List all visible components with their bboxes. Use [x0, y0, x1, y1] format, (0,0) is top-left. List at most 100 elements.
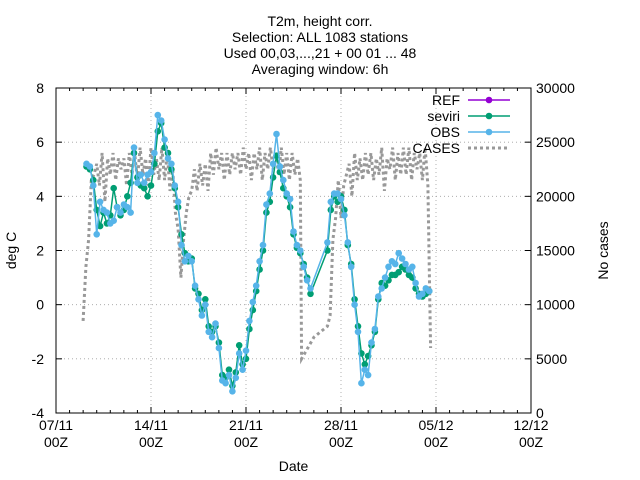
data-point — [381, 274, 389, 281]
x-tick-label-time: 00Z — [424, 434, 449, 450]
y-tick-label: 6 — [36, 134, 44, 150]
data-point — [307, 285, 314, 292]
data-point — [202, 296, 209, 303]
data-point — [409, 263, 416, 271]
data-point — [385, 263, 392, 271]
x-tick-label-time: 00Z — [329, 434, 354, 450]
title-line: Used 00,03,...,21 + 00 01 ... 48 — [224, 45, 417, 61]
x-tick-label: 14/11 — [134, 417, 168, 433]
data-point — [398, 255, 406, 262]
data-point — [140, 184, 148, 192]
x-tick-label: 28/11 — [324, 417, 358, 433]
data-point — [185, 252, 192, 260]
title-line: Averaging window: 6h — [252, 61, 389, 77]
data-point — [256, 266, 263, 273]
data-point — [86, 163, 94, 170]
data-point — [191, 282, 199, 290]
data-point — [344, 239, 352, 246]
data-point — [334, 190, 341, 197]
y-tick-label: 4 — [36, 188, 44, 204]
data-point — [181, 258, 189, 265]
x-tick-label: 12/12 — [513, 417, 548, 433]
data-point — [327, 198, 335, 206]
data-point — [188, 258, 195, 265]
y-axis-label: deg C — [3, 232, 19, 269]
data-point — [269, 160, 277, 168]
data-point — [229, 388, 236, 395]
data-point — [154, 111, 162, 119]
data-point — [337, 195, 345, 203]
data-point — [378, 285, 386, 292]
y-tick-label: -2 — [32, 351, 45, 367]
data-point — [252, 282, 260, 290]
x-tick-label: 21/11 — [229, 417, 263, 433]
data-point — [157, 117, 165, 124]
data-point — [263, 201, 270, 208]
data-point — [208, 333, 216, 341]
x-axis-label: Date — [279, 458, 309, 474]
legend-label-ref: REF — [432, 92, 460, 108]
data-point — [110, 217, 117, 224]
title-line: T2m, height corr. — [267, 13, 372, 29]
data-point — [280, 176, 287, 184]
data-point — [178, 241, 185, 249]
legend-label-cases: CASES — [413, 140, 460, 156]
legend-label-obs: OBS — [430, 124, 460, 140]
data-point — [249, 298, 257, 306]
data-point — [137, 171, 145, 178]
y2-tick-label: 15000 — [536, 243, 575, 259]
data-point — [290, 228, 297, 235]
data-point — [341, 212, 348, 219]
data-point — [246, 317, 253, 325]
axis-ticks — [55, 87, 532, 414]
x-tick-label-time: 00Z — [139, 434, 164, 450]
data-point — [375, 293, 382, 300]
data-point — [300, 263, 308, 271]
y2-tick-label: 10000 — [536, 297, 575, 313]
data-point — [205, 328, 212, 336]
data-point — [124, 203, 131, 211]
x-tick-label-time: 00Z — [44, 434, 69, 450]
y-tick-label: 0 — [36, 297, 44, 313]
data-point — [127, 209, 134, 216]
data-point — [225, 371, 233, 379]
data-point — [395, 249, 403, 257]
data-point — [96, 198, 104, 206]
data-point — [124, 193, 131, 200]
y-tick-label: 2 — [36, 243, 44, 259]
data-point — [358, 379, 365, 387]
series-obs — [83, 111, 433, 395]
data-point — [347, 263, 355, 271]
data-point — [361, 361, 369, 368]
y2-tick-label: 0 — [536, 405, 544, 421]
data-point — [239, 366, 246, 374]
data-point — [242, 347, 250, 355]
data-point — [368, 339, 375, 346]
data-point — [402, 260, 409, 268]
data-point — [283, 190, 291, 197]
y-axis-tick-labels: -4 -2 0 2 4 6 8 — [32, 80, 45, 421]
x-axis-tick-labels: 07/1100Z14/1100Z21/1100Z28/1100Z05/1200Z… — [39, 417, 549, 450]
data-point — [134, 179, 141, 187]
data-point — [225, 366, 233, 374]
y2-tick-label: 30000 — [536, 80, 575, 96]
data-point — [371, 325, 379, 333]
data-point — [103, 209, 111, 216]
y2-axis-label: No cases — [595, 221, 611, 279]
data-point — [151, 149, 158, 157]
data-point — [303, 277, 311, 284]
data-point — [144, 193, 151, 200]
data-point — [198, 312, 206, 319]
series-line-obs — [86, 112, 430, 392]
data-point — [235, 342, 243, 349]
data-point — [273, 130, 280, 138]
legend-marker-obs — [485, 128, 493, 136]
y2-tick-label: 20000 — [536, 188, 575, 204]
data-point — [354, 328, 362, 336]
data-point — [215, 344, 223, 352]
data-point — [164, 155, 172, 162]
legend-marker-ref — [485, 96, 493, 104]
y2-tick-label: 5000 — [536, 351, 567, 367]
